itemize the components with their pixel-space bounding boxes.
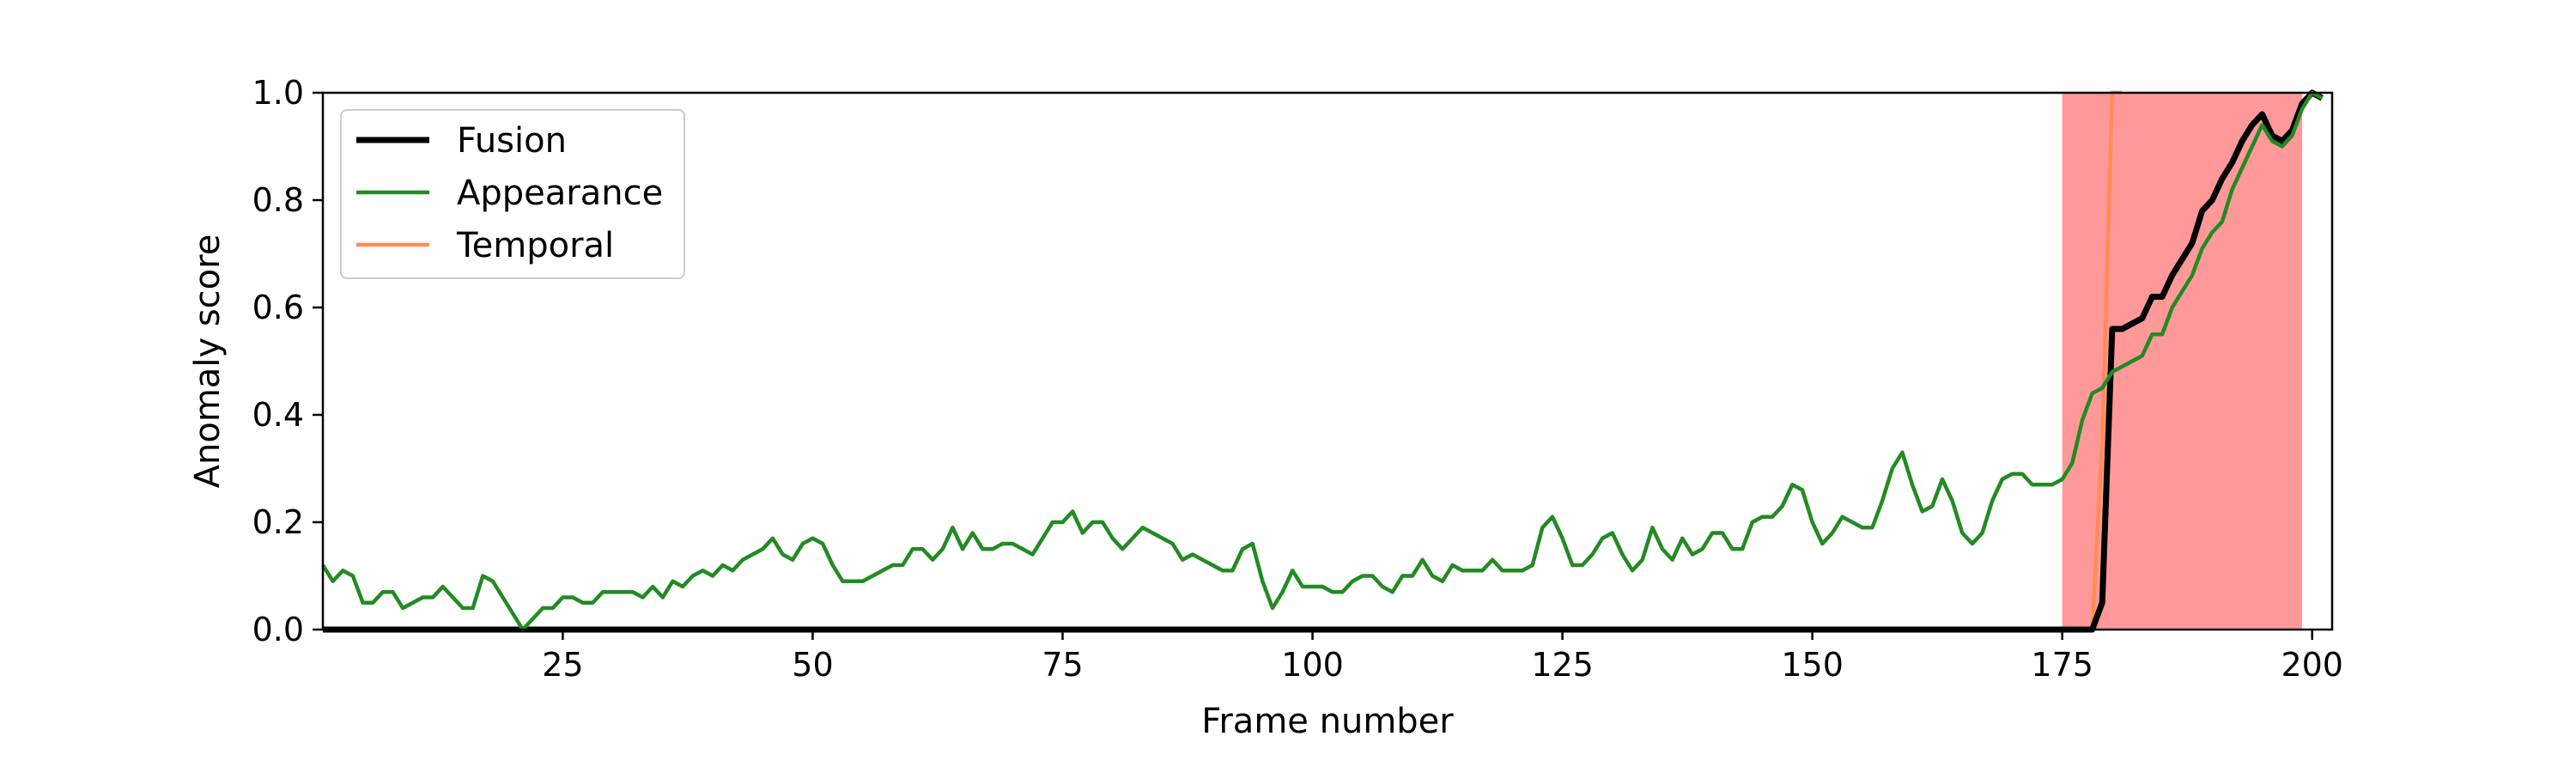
y-axis-title: Anomaly score <box>188 234 228 489</box>
x-tick-label: 175 <box>2031 646 2093 684</box>
y-tick-label: 0.8 <box>252 181 304 219</box>
x-tick-label: 25 <box>542 646 583 684</box>
x-axis-title: Frame number <box>1201 702 1454 741</box>
x-tick-label: 125 <box>1531 646 1594 684</box>
legend-label-temporal: Temporal <box>456 226 614 265</box>
plot-frame <box>321 91 2334 631</box>
x-tick-label: 50 <box>792 646 833 684</box>
series-line-fusion <box>323 89 2324 633</box>
legend-label-appearance: Appearance <box>457 173 663 213</box>
legend-box <box>340 109 685 279</box>
x-tick-label: 200 <box>2281 646 2343 684</box>
y-tick-label: 1.0 <box>252 74 304 112</box>
y-tick-label: 0.2 <box>252 503 304 541</box>
x-tick-label: 100 <box>1281 646 1344 684</box>
y-tick-label: 0.0 <box>252 611 304 648</box>
legend: Fusion Appearance Temporal <box>340 109 685 279</box>
x-tick-label: 150 <box>1781 646 1844 684</box>
y-tick-label: 0.6 <box>252 289 304 326</box>
y-tick-label: 0.4 <box>252 396 304 434</box>
series-line-appearance <box>321 90 2324 632</box>
legend-label-fusion: Fusion <box>457 121 567 161</box>
x-tick-label: 75 <box>1042 646 1083 684</box>
